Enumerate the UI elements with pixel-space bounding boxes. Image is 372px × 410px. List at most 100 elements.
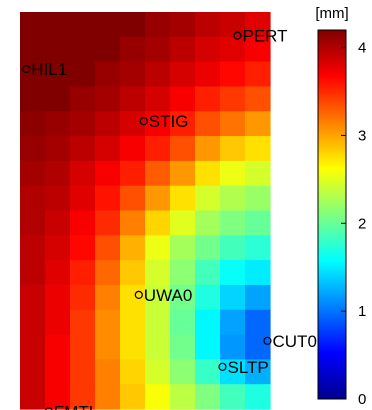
heatmap-cell <box>70 359 96 385</box>
station-marker <box>134 290 143 299</box>
heatmap-cell <box>95 136 121 162</box>
heatmap-cell <box>95 210 121 236</box>
station-label: CUT0 <box>273 332 317 351</box>
heatmap-cell <box>20 160 46 187</box>
heatmap-cell <box>245 359 271 385</box>
heatmap-cell <box>45 160 71 187</box>
heatmap-cell <box>70 12 96 38</box>
station-label: UWA0 <box>144 286 193 305</box>
heatmap-cell <box>195 61 221 88</box>
station-marker <box>139 117 148 126</box>
heatmap-cell <box>245 309 271 336</box>
heatmap-cell <box>20 384 46 410</box>
heatmap-cell <box>120 210 146 236</box>
heatmap-cell <box>170 86 196 112</box>
heatmap-cell <box>195 136 221 162</box>
heatmap-cell <box>145 111 171 137</box>
heatmap-cell <box>20 260 46 286</box>
colorbar-unit: [mm] <box>315 5 348 22</box>
station-label: FMTL <box>54 403 98 410</box>
heatmap-cell <box>95 260 121 286</box>
heatmap-cell <box>145 210 171 236</box>
heatmap-cell <box>145 359 171 385</box>
heatmap-cell <box>195 359 221 385</box>
heatmap-cell <box>45 384 71 410</box>
heatmap-cell <box>95 61 121 88</box>
heatmap-cell <box>45 61 71 88</box>
heatmap-cell <box>220 334 246 360</box>
heatmap-cell <box>220 384 246 410</box>
heatmap-cell <box>45 309 71 336</box>
heatmap-cell <box>95 359 121 385</box>
heatmap-cell <box>45 359 71 385</box>
heatmap-cell <box>95 86 121 112</box>
heatmap-cell <box>95 235 121 261</box>
heatmap-cell <box>20 309 46 336</box>
heatmap-cell <box>20 284 46 311</box>
heatmap-cell <box>45 136 71 162</box>
heatmap-cell <box>145 61 171 88</box>
heatmap-cell <box>20 359 46 385</box>
heatmap-cell <box>195 334 221 360</box>
colorbar-tick-label: 4 <box>358 40 366 57</box>
heatmap-cell <box>195 384 221 410</box>
heatmap-cell <box>145 12 171 38</box>
station-label: HIL1 <box>31 60 67 79</box>
heatmap-cell <box>195 36 221 63</box>
station-cut0: CUT0 <box>263 332 317 351</box>
heatmap-cell <box>95 160 121 187</box>
heatmap-cell <box>70 111 96 137</box>
heatmap-cell <box>195 160 221 187</box>
heatmap-cell <box>70 384 96 410</box>
heatmap-cell <box>220 136 246 162</box>
heatmap-cell <box>170 136 196 162</box>
station-marker <box>22 64 31 74</box>
heatmap-cell <box>195 235 221 261</box>
station-hil1: HIL1 <box>22 60 67 79</box>
heatmap-cell <box>120 359 146 385</box>
heatmap-cell <box>120 235 146 261</box>
heatmap-cell <box>95 12 121 38</box>
heatmap-cell <box>220 284 246 311</box>
heatmap-cell <box>245 12 271 38</box>
heatmap-cell <box>220 61 246 88</box>
heatmap-cell <box>120 384 146 410</box>
heatmap-cell <box>220 210 246 236</box>
heatmap-cell <box>45 36 71 63</box>
heatmap-cell <box>170 160 196 187</box>
station-uwa0: UWA0 <box>134 286 193 305</box>
heatmap-cell <box>170 260 196 286</box>
station-marker <box>233 31 242 40</box>
heatmap-cell <box>45 260 71 286</box>
heatmap-cell <box>45 111 71 137</box>
heatmap-cell <box>45 210 71 236</box>
heatmap-cell <box>145 136 171 162</box>
heatmap-cell <box>145 334 171 360</box>
heatmap-cell <box>245 260 271 286</box>
heatmap-cell <box>95 334 121 360</box>
station-label: SLTP <box>228 358 269 377</box>
heatmap-cell <box>45 185 71 212</box>
heatmap-cell <box>245 160 271 187</box>
colorbar-tick-label: 3 <box>358 127 366 144</box>
heatmap-cell <box>245 61 271 88</box>
heatmap-cell <box>170 36 196 63</box>
heatmap-cell <box>45 235 71 261</box>
heatmap-cell <box>245 210 271 236</box>
heatmap-cell <box>20 12 46 38</box>
heatmap-cell <box>120 260 146 286</box>
heatmap-cell <box>170 185 196 212</box>
heatmap-cell <box>195 185 221 212</box>
heatmap-cell <box>145 384 171 410</box>
heatmap-cell <box>170 61 196 88</box>
heatmap-cell <box>145 260 171 286</box>
heatmap-cell <box>170 359 196 385</box>
heatmap-cell <box>195 86 221 112</box>
colorbar-tick-label: 2 <box>358 215 366 232</box>
heatmap-cell <box>120 12 146 38</box>
heatmap-cell <box>70 284 96 311</box>
heatmap-cell <box>95 36 121 63</box>
heatmap-cell <box>120 61 146 88</box>
station-marker <box>263 336 272 345</box>
heatmap-cell <box>120 309 146 336</box>
